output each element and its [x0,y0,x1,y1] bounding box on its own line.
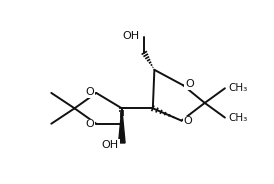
Text: O: O [85,87,94,97]
Text: O: O [185,79,194,89]
Text: CH₃: CH₃ [228,113,247,123]
Polygon shape [119,108,125,143]
Text: O: O [184,116,193,126]
Text: OH: OH [102,140,119,150]
Text: CH₃: CH₃ [228,83,247,93]
Text: O: O [85,119,94,130]
Text: OH: OH [122,31,140,41]
